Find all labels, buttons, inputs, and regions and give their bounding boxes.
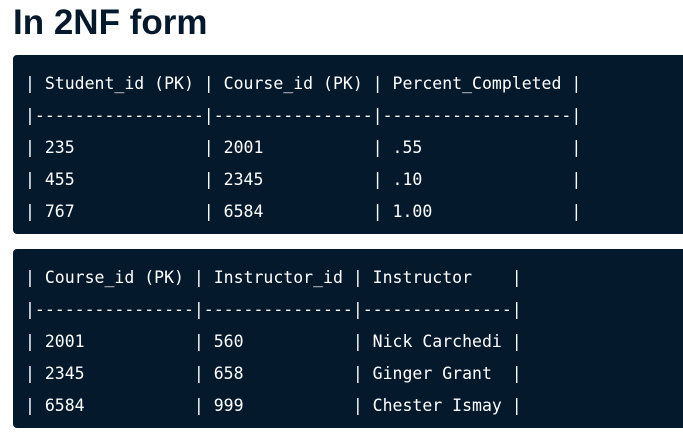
table-header-row: | Student_id (PK) | Course_id (PK) | Per… [25, 74, 582, 93]
table-row: | 767 | 6584 | 1.00 | [25, 202, 582, 221]
table-row: | 455 | 2345 | .10 | [25, 170, 582, 189]
student-course-table-block: | Student_id (PK) | Course_id (PK) | Per… [13, 55, 683, 234]
table-separator-row: |-----------------|----------------|----… [25, 106, 582, 125]
table-header-row: | Course_id (PK) | Instructor_id | Instr… [25, 268, 522, 287]
table-row: | 6584 | 999 | Chester Ismay | [25, 396, 522, 415]
table-row: | 2001 | 560 | Nick Carchedi | [25, 332, 522, 351]
page-heading: In 2NF form [13, 3, 208, 42]
table-row: | 235 | 2001 | .55 | [25, 138, 582, 157]
course-instructor-table-block: | Course_id (PK) | Instructor_id | Instr… [13, 249, 683, 428]
table-row: | 2345 | 658 | Ginger Grant | [25, 364, 522, 383]
table-separator-row: |----------------|---------------|------… [25, 300, 522, 319]
